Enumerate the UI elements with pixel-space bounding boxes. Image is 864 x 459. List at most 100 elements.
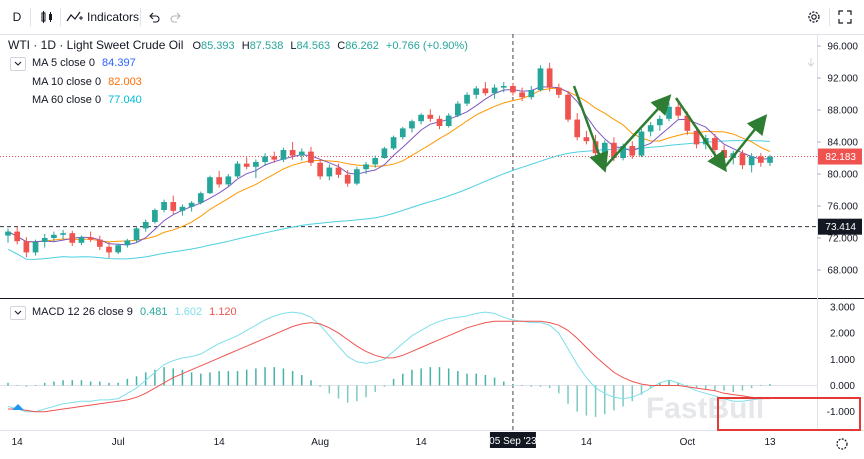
redo-icon (170, 12, 181, 23)
symbol-legend: WTI · 1D · Light Sweet Crude Oil O85.393… (8, 38, 468, 52)
candle-body (473, 88, 480, 95)
macd-histogram-bar (282, 368, 285, 386)
candle-body (436, 118, 443, 126)
macd-histogram-bar (631, 385, 634, 402)
collapse-legend-button[interactable] (10, 57, 26, 71)
candle-body (565, 94, 571, 120)
candle-body (197, 193, 204, 203)
x-tick-label: Aug (311, 437, 329, 448)
macd-legend[interactable]: MACD 12 26 close 9 0.481 1.602 1.120 (32, 306, 237, 318)
x-tick-label: 14 (416, 437, 428, 448)
candle-body (409, 121, 415, 129)
candle-body (427, 114, 434, 119)
arrow-down-icon (807, 58, 815, 67)
macd-histogram-bar (126, 378, 129, 386)
candle-body (253, 162, 259, 167)
macd-histogram-bar (209, 372, 211, 386)
macd-histogram-bar (723, 385, 725, 391)
candle-body (308, 151, 314, 163)
ohlc-open-label: O (192, 40, 202, 52)
candle-body (78, 237, 85, 243)
candle-body (152, 210, 158, 222)
toolbar-divider (829, 8, 830, 26)
fullscreen-icon (838, 10, 852, 24)
macd-histogram-bar (310, 380, 312, 386)
top-toolbar: D Indicators (0, 0, 864, 35)
macd-histogram-bar (750, 385, 753, 389)
candle-body (445, 115, 452, 126)
macd-histogram-bar (346, 385, 349, 403)
candle-body (546, 68, 553, 88)
candle-body (326, 167, 333, 177)
toolbar-divider (30, 8, 31, 26)
candle-body (188, 202, 195, 207)
ohlc-close-label: C (337, 40, 346, 52)
watermark-text: FastBull (646, 392, 764, 425)
candle-body (455, 103, 461, 116)
macd-histogram-bar (89, 381, 92, 386)
candle-body (464, 94, 470, 104)
indicators-button[interactable]: Indicators (66, 6, 139, 28)
crosshair-date-box (489, 432, 536, 448)
candle-body (500, 86, 507, 88)
candle-body (170, 202, 177, 211)
macd-histogram-bar (236, 371, 239, 386)
y-tick-label: 96.000 (827, 42, 858, 53)
macd-histogram-bar (420, 368, 422, 386)
macd-histogram-bar (677, 382, 679, 386)
ma60-label: MA 60 close 0 (32, 94, 102, 106)
candle-body (335, 167, 342, 175)
macd-histogram-bar (493, 377, 496, 386)
trend-arrow (723, 114, 768, 169)
macd-histogram-bar (640, 385, 643, 395)
macd-tick-label: 1.000 (830, 355, 855, 366)
fullscreen-button[interactable] (838, 6, 856, 28)
undo-button[interactable] (148, 6, 162, 28)
candle-body (620, 146, 626, 158)
chevron-down-icon (14, 310, 22, 315)
macd-label: MACD 12 26 close 9 (32, 306, 133, 318)
candle-body (757, 156, 764, 163)
ma5-legend[interactable]: MA 5 close 0 84.397 (32, 57, 136, 69)
collapse-macd-button[interactable] (10, 306, 26, 320)
candle-body (528, 90, 535, 98)
macd-histogram-bar (264, 367, 266, 386)
chart-type-button[interactable] (38, 6, 56, 28)
candle-body (289, 150, 296, 156)
ohlc-high-label: H (241, 40, 250, 52)
macd-histogram-bar (649, 385, 652, 389)
macd-logo-icon (12, 404, 24, 410)
redo-button[interactable] (170, 6, 184, 28)
candle-body (262, 156, 268, 162)
candle-body (684, 115, 691, 131)
crosshair-date-label: 05 Sep '23 (489, 436, 537, 447)
candle-body (87, 237, 94, 240)
candle-body (482, 88, 489, 94)
candle-body (363, 164, 369, 170)
bottom-gear-icon[interactable] (836, 438, 848, 450)
settings-button[interactable] (806, 6, 824, 28)
crosshair-price-label: 73.414 (825, 222, 856, 233)
ma60-legend[interactable]: MA 60 close 0 77.040 (32, 94, 142, 106)
scroll-down-button[interactable] (806, 56, 816, 68)
macd-histogram-bar (62, 380, 64, 386)
candle-body (767, 156, 773, 163)
macd-histogram-bar (291, 371, 294, 386)
interval-button[interactable]: D (10, 6, 24, 28)
macd-histogram-bar (429, 367, 432, 386)
candle-body (555, 87, 562, 95)
macd-histogram-bar (172, 368, 175, 386)
macd-tick-label: 3.000 (830, 302, 855, 313)
ma60-value: 77.040 (108, 94, 142, 106)
macd-histogram-bar (16, 385, 18, 386)
candle-body (638, 131, 645, 156)
candle-body (491, 87, 498, 94)
candle-body (298, 151, 305, 156)
macd-histogram-bar (769, 384, 771, 386)
macd-histogram-bar (548, 385, 551, 389)
x-tick-label: 13 (764, 437, 776, 448)
candle-body (14, 231, 21, 242)
macd-histogram-bar (218, 371, 220, 386)
ma10-legend[interactable]: MA 10 close 0 82.003 (32, 76, 142, 88)
